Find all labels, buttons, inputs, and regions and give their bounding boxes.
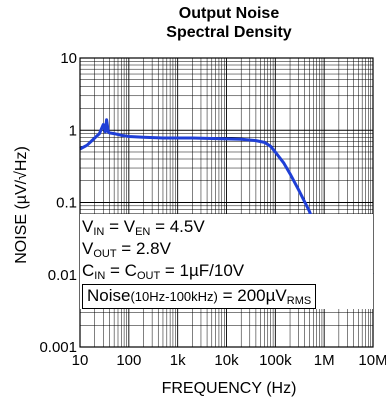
annotation-text: = 4.5V xyxy=(150,217,205,236)
y-tick-label: 0.1 xyxy=(56,195,77,212)
annotation-text: = 1µF/10V xyxy=(160,261,245,280)
annotation-text: = C xyxy=(105,261,137,280)
annotation-text: C xyxy=(82,261,95,280)
chart-title-line-1: Output Noise xyxy=(178,5,280,22)
annotation-subscript: OUT xyxy=(93,248,117,260)
y-tick-label: 1 xyxy=(69,122,77,139)
x-axis-label: FREQUENCY (Hz) xyxy=(162,380,297,397)
y-tick-label: 0.01 xyxy=(48,267,77,284)
annotation-text: Noise xyxy=(87,286,131,305)
x-tick-label: 10 xyxy=(72,352,89,369)
y-axis-label: NOISE (µV/√Hz) xyxy=(13,146,30,264)
chart-title-line-2: Spectral Density xyxy=(166,24,292,41)
annotation-subscript: EN xyxy=(135,226,151,238)
x-tick-labels: 10 100 1k 10k 100k 1M 10M xyxy=(72,352,386,369)
annotation-noise: Noise(10Hz-100kHz) = 200µVRMS xyxy=(82,282,373,309)
x-tick-label: 10k xyxy=(214,352,239,369)
y-tick-labels: 10 1 0.1 0.01 0.001 xyxy=(39,50,77,356)
annotation-subscript: IN xyxy=(94,270,106,282)
annotation-text: = V xyxy=(104,217,136,236)
x-tick-label: 1M xyxy=(314,352,335,369)
noise-box: Noise(10Hz-100kHz) = 200µVRMS xyxy=(82,284,317,309)
annotation-subscript: RMS xyxy=(286,295,312,307)
annotation-text: V xyxy=(82,217,94,236)
x-tick-label: 1k xyxy=(170,352,186,369)
annotation-text: = 2.8V xyxy=(116,239,171,258)
chart-title: Output Noise Spectral Density xyxy=(80,4,378,42)
annotation-text: (10Hz-100kHz) xyxy=(130,289,218,304)
annotation-vin-ven: VIN = VEN = 4.5V xyxy=(82,216,373,238)
x-tick-label: 10M xyxy=(358,352,386,369)
annotation-cin-cout: CIN = COUT = 1µF/10V xyxy=(82,260,373,282)
plot-frame xyxy=(79,57,374,348)
y-tick-label: 10 xyxy=(60,50,77,67)
x-tick-label: 100 xyxy=(116,352,141,369)
annotation-text: = 200µV xyxy=(217,286,287,305)
annotation-vout: VOUT = 2.8V xyxy=(82,238,373,260)
x-tick-label: 100k xyxy=(259,352,292,369)
annotation-subscript: IN xyxy=(93,226,105,238)
annotation-subscript: OUT xyxy=(136,270,161,282)
conditions-annotation: VIN = VEN = 4.5V VOUT = 2.8V CIN = COUT … xyxy=(80,214,373,309)
y-tick-label: 0.001 xyxy=(39,339,77,356)
annotation-text: V xyxy=(82,239,94,258)
